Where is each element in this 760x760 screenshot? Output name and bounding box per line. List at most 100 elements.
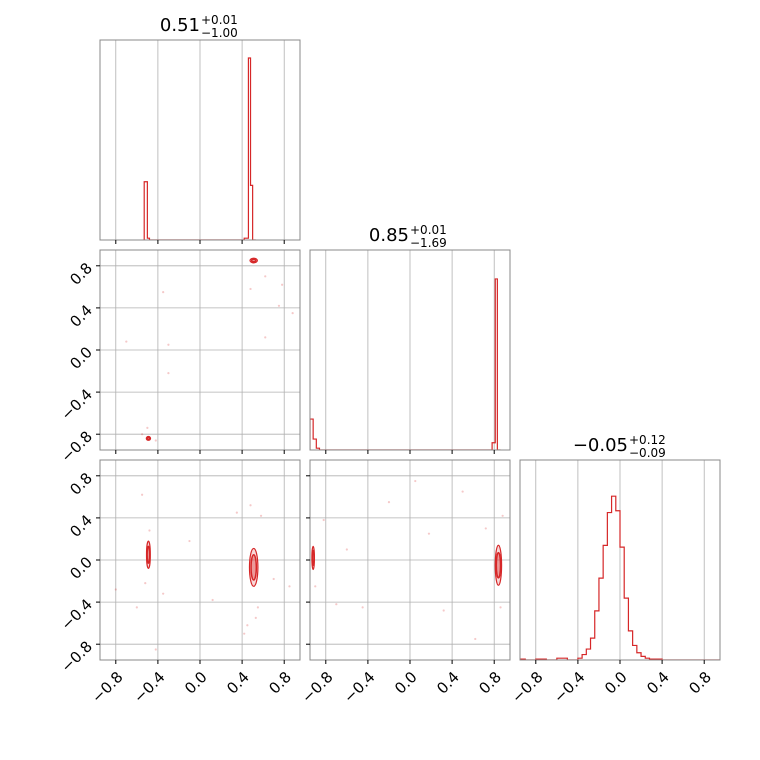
x-tick-label: −0.8 — [508, 668, 546, 706]
title-var-2-median: −0.05 — [573, 435, 628, 456]
scatter-point — [188, 539, 191, 543]
scatter-point — [264, 336, 267, 339]
x-tick-label: 0.8 — [475, 668, 505, 698]
y-tick-label: −0.8 — [58, 637, 96, 675]
y-tick-label: −0.4 — [58, 385, 96, 423]
panel-0-0 — [99, 39, 301, 244]
panel-content — [125, 246, 294, 442]
scatter-point — [442, 609, 445, 612]
scatter-point — [291, 312, 294, 315]
scatter-point — [162, 291, 165, 294]
scatter-point — [259, 514, 263, 517]
histogram-0 — [143, 57, 256, 240]
x-tick-label: −0.4 — [550, 668, 588, 706]
contour-inner — [250, 553, 258, 581]
scatter-point — [249, 504, 252, 507]
scatter-point — [484, 527, 487, 530]
scatter-point — [148, 529, 151, 532]
x-tick-label: 0.8 — [685, 668, 715, 698]
panel-content — [143, 57, 256, 240]
scatter-point — [345, 548, 348, 551]
scatter-point — [499, 606, 502, 609]
titles-layer: 0.51 +0.01 −1.00 0.85 +0.01 −1.69 −0.05 … — [160, 13, 666, 460]
contour-inner — [495, 551, 502, 579]
scatter-point — [281, 283, 284, 286]
title-var-0-median: 0.51 — [160, 15, 200, 36]
x-tick-label: 0.0 — [181, 668, 211, 698]
scatter-point — [414, 479, 417, 483]
contour-inner — [250, 258, 257, 263]
scatter-point — [254, 616, 257, 619]
panel-1-0: −0.8 −0.4 0.0 0.4 0.8 — [58, 246, 301, 466]
histogram-1 — [310, 278, 501, 450]
scatter-point — [501, 514, 504, 517]
scatter-point — [256, 606, 259, 609]
scatter-point — [288, 585, 291, 588]
scatter-point — [314, 585, 317, 588]
scatter-point — [243, 632, 246, 635]
y-tick-label: −0.4 — [58, 595, 96, 633]
x-tick-label: 0.4 — [433, 668, 463, 698]
title-var-1-plus: +0.01 — [410, 223, 447, 237]
panel-content — [311, 479, 504, 641]
panel-content — [114, 493, 291, 651]
scatter-point — [249, 287, 252, 291]
panels-layer: −0.8−0.40.00.40.8−0.8 −0.4 0.0 0.4 0.8−0.8−0… — [58, 39, 721, 707]
panel-2-1: −0.8 −0.4 0.0 0.4 0.8 — [298, 459, 511, 707]
scatter-point — [135, 606, 138, 609]
x-tick-label: 0.8 — [265, 668, 295, 698]
x-tick-label: −0.4 — [130, 668, 168, 706]
y-tick-label: 0.4 — [66, 301, 96, 331]
scatter-point — [272, 577, 275, 581]
scatter-point — [167, 343, 170, 346]
title-var-2-minus: −0.09 — [629, 446, 666, 460]
y-tick-label: 0.0 — [66, 343, 96, 373]
title-var-2-plus: +0.12 — [629, 433, 666, 447]
scatter-point — [141, 433, 144, 436]
panel-content — [520, 495, 720, 660]
y-tick-label: 0.0 — [66, 553, 96, 583]
x-tick-label: −0.8 — [298, 668, 336, 706]
scatter-point — [125, 340, 128, 343]
scatter-point — [146, 426, 149, 429]
title-var-0-minus: −1.00 — [201, 26, 238, 40]
title-var-1-median: 0.85 — [369, 225, 409, 246]
y-tick-label: 0.8 — [66, 259, 96, 289]
scatter-point — [246, 624, 249, 627]
scatter-point — [235, 511, 238, 514]
title-var-1-minus: −1.69 — [410, 236, 447, 250]
x-tick-label: 0.0 — [391, 668, 421, 698]
scatter-point — [427, 532, 431, 535]
contour-inner — [311, 549, 315, 567]
scatter-point — [154, 648, 157, 651]
panel-2-2: −0.8 −0.4 0.0 0.4 0.8 — [508, 459, 721, 707]
scatter-point — [167, 372, 170, 375]
panel-2-0: −0.8 −0.4 0.0 0.4 0.8−0.8−0.40.00.40.8 — [58, 459, 301, 707]
scatter-point — [230, 246, 232, 248]
scatter-point — [246, 246, 248, 248]
contour-inner — [146, 545, 151, 564]
title-var-0-plus: +0.01 — [201, 13, 238, 27]
scatter-point — [461, 490, 464, 493]
panel-1-1 — [309, 249, 511, 454]
scatter-point — [154, 439, 157, 442]
x-tick-label: 0.0 — [601, 668, 631, 698]
scatter-point — [264, 275, 267, 278]
scatter-point — [211, 598, 214, 602]
y-tick-label: −0.8 — [58, 427, 96, 465]
x-tick-label: 0.4 — [223, 668, 253, 698]
scatter-point — [361, 606, 364, 609]
scatter-point — [144, 582, 147, 585]
scatter-point — [335, 603, 338, 606]
contour-inner — [146, 436, 151, 441]
scatter-point — [277, 304, 281, 307]
x-tick-label: −0.4 — [340, 668, 378, 706]
x-tick-label: −0.8 — [88, 668, 126, 706]
y-tick-label: 0.8 — [66, 469, 96, 499]
scatter-point — [322, 518, 325, 522]
scatter-point — [387, 501, 391, 504]
scatter-point — [114, 588, 117, 591]
scatter-point — [162, 592, 165, 595]
scatter-point — [141, 493, 144, 496]
